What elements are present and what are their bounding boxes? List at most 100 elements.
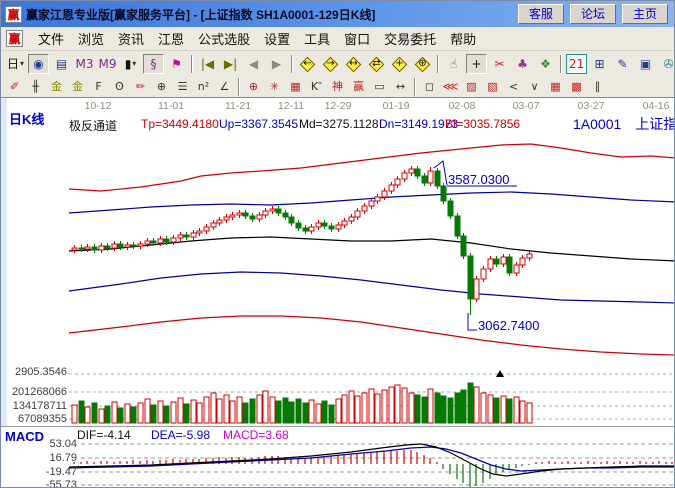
calendar-21-icon[interactable]: 21 bbox=[566, 54, 587, 74]
time-comb-icon[interactable]: ╫ bbox=[26, 78, 45, 96]
k-measure-icon[interactable]: K″ bbox=[307, 78, 326, 96]
high-price-label: 3587.0300 bbox=[448, 172, 510, 187]
period-day-icon[interactable]: 日 ▾ bbox=[5, 54, 26, 74]
symbol-code: 1A0001 bbox=[573, 116, 622, 132]
pan-right-icon[interactable]: → bbox=[320, 54, 341, 74]
shen-tool-icon[interactable]: 神 bbox=[328, 78, 347, 96]
compress-bars-icon[interactable]: ⇄ bbox=[366, 54, 387, 74]
titlebar-button-2[interactable]: 论坛 bbox=[570, 4, 616, 24]
toolbar-separator bbox=[414, 78, 416, 96]
toolbar-separator bbox=[437, 55, 439, 73]
gann-mode-icon[interactable]: § bbox=[143, 54, 164, 74]
app-logo-icon: 赢 bbox=[5, 5, 22, 23]
calculator-icon[interactable]: ⊞ bbox=[589, 54, 610, 74]
more-tools-icon[interactable]: ✇ bbox=[658, 54, 674, 74]
angle-tool-icon[interactable]: ∠ bbox=[215, 78, 234, 96]
h-measure-icon[interactable]: ↔ bbox=[391, 78, 410, 96]
titlebar-button-3[interactable]: 主页 bbox=[622, 4, 668, 24]
ruler-123-icon[interactable]: ▭ bbox=[370, 78, 389, 96]
next-bar-icon[interactable]: ▶ bbox=[266, 54, 287, 74]
main-chart-canvas[interactable] bbox=[1, 98, 675, 426]
zoom-in-icon[interactable]: + bbox=[389, 54, 410, 74]
square-target-icon[interactable]: ▦ bbox=[286, 78, 305, 96]
save-icon[interactable]: ▣ bbox=[635, 54, 656, 74]
spiral-tool-icon[interactable]: ʘ bbox=[110, 78, 129, 96]
menu-江恩[interactable]: 江恩 bbox=[158, 32, 185, 47]
expand-all-icon[interactable]: ⊕ bbox=[412, 54, 433, 74]
zoom-horizontal-icon[interactable]: ↔ bbox=[343, 54, 364, 74]
golden-section-h-icon[interactable]: 金 bbox=[47, 78, 66, 96]
golden-section-v-icon[interactable]: 金 bbox=[68, 78, 87, 96]
left-gutter bbox=[1, 98, 7, 487]
minute-chart-3-icon[interactable]: M3 bbox=[74, 54, 95, 74]
fibo-percent-icon[interactable]: F bbox=[89, 78, 108, 96]
crosshair-icon[interactable]: + bbox=[466, 54, 487, 74]
date-label: 12-11 bbox=[277, 100, 305, 112]
block-puzzle-icon[interactable]: ❖ bbox=[535, 54, 556, 74]
parallel-lines-icon[interactable]: ∥ bbox=[588, 78, 607, 96]
menu-工具[interactable]: 工具 bbox=[304, 32, 331, 47]
menu-帮助[interactable]: 帮助 bbox=[450, 32, 477, 47]
indicator-dn: Dn=3149.1973 bbox=[379, 117, 459, 131]
info-list-icon[interactable]: ▤ bbox=[51, 54, 72, 74]
menu-交易委托[interactable]: 交易委托 bbox=[384, 32, 437, 47]
symbol-label: 1A0001 上证指数 bbox=[573, 114, 674, 134]
date-label: 03-07 bbox=[512, 100, 540, 112]
titlebar-button-1[interactable]: 客服 bbox=[518, 4, 564, 24]
first-page-icon[interactable]: |◀ bbox=[197, 54, 218, 74]
date-label: 04-16 bbox=[642, 100, 670, 112]
grid-box-a-icon[interactable]: ▦ bbox=[546, 78, 565, 96]
menu-文件[interactable]: 文件 bbox=[38, 32, 65, 47]
notepad-icon[interactable]: ✎ bbox=[612, 54, 633, 74]
draw-brush-icon[interactable]: ✐ bbox=[5, 78, 24, 96]
compass-target-icon[interactable]: ⊕ bbox=[244, 78, 263, 96]
box-tool-icon[interactable]: ◻ bbox=[420, 78, 439, 96]
market-overview-icon[interactable]: ◉ bbox=[28, 54, 49, 74]
fan-lines-icon[interactable]: ⋘ bbox=[441, 78, 460, 96]
indicator-flag-icon[interactable]: ⚑ bbox=[166, 54, 187, 74]
date-label: 10-12 bbox=[84, 100, 112, 112]
toolbar-separator bbox=[291, 55, 293, 73]
menu-设置[interactable]: 设置 bbox=[264, 32, 291, 47]
mark-pen-icon[interactable]: ✏ bbox=[131, 78, 150, 96]
volume-axis-2: 134178711 bbox=[12, 400, 67, 412]
v-lines-icon[interactable]: ∨ bbox=[525, 78, 544, 96]
last-page-icon[interactable]: ▶| bbox=[220, 54, 241, 74]
macd-dif-value: DIF=-4.14 bbox=[77, 428, 131, 442]
sector-tree-icon[interactable]: ♣ bbox=[512, 54, 533, 74]
macd-panel-label: MACD bbox=[5, 429, 44, 444]
pan-hand-icon[interactable]: ☝ bbox=[443, 54, 464, 74]
prev-bar-icon[interactable]: ◀ bbox=[243, 54, 264, 74]
menu-资讯[interactable]: 资讯 bbox=[118, 32, 145, 47]
price-lines-icon[interactable]: ☰ bbox=[173, 78, 192, 96]
title-bar: 赢 赢家江恩专业版[赢家服务平台] - [上证指数 SH1A0001-129日K… bbox=[1, 1, 674, 27]
grid-box-b-icon[interactable]: ▩ bbox=[567, 78, 586, 96]
date-label: 01-19 bbox=[382, 100, 410, 112]
gann-box-icon[interactable]: ▨ bbox=[462, 78, 481, 96]
date-label: 03-27 bbox=[577, 100, 605, 112]
macd-axis-2: 16.79 bbox=[49, 452, 77, 464]
n-square-icon[interactable]: n² bbox=[194, 78, 213, 96]
gann-fan-box-icon[interactable]: ▧ bbox=[483, 78, 502, 96]
menu-浏览[interactable]: 浏览 bbox=[78, 32, 105, 47]
low-price-label: 3062.7400 bbox=[478, 318, 540, 333]
angle-fan-icon[interactable]: < bbox=[504, 78, 523, 96]
web-target-icon[interactable]: ✳ bbox=[265, 78, 284, 96]
pan-left-icon[interactable]: ← bbox=[297, 54, 318, 74]
macd-canvas[interactable] bbox=[1, 427, 675, 488]
menu-items: 文件 浏览 资讯 江恩 公式选股 设置 工具 窗口 交易委托 帮助 bbox=[31, 27, 483, 50]
menu-窗口[interactable]: 窗口 bbox=[344, 32, 371, 47]
kline-type-icon[interactable]: ▮ ▾ bbox=[120, 54, 141, 74]
menu-公式选股[interactable]: 公式选股 bbox=[198, 32, 251, 47]
cycle-circle-icon[interactable]: ⊕ bbox=[152, 78, 171, 96]
date-label: 11-01 bbox=[157, 100, 185, 112]
volume-axis-3: 67089355 bbox=[18, 413, 67, 425]
angle-measure-icon[interactable]: ✂ bbox=[489, 54, 510, 74]
minute-chart-9-icon[interactable]: M9 bbox=[97, 54, 118, 74]
period-label: 日K线 bbox=[9, 112, 45, 127]
indicator-name: 极反通道 bbox=[69, 119, 118, 133]
macd-macd-value: MACD=3.68 bbox=[223, 428, 289, 442]
ying-tool-icon[interactable]: 赢 bbox=[349, 78, 368, 96]
